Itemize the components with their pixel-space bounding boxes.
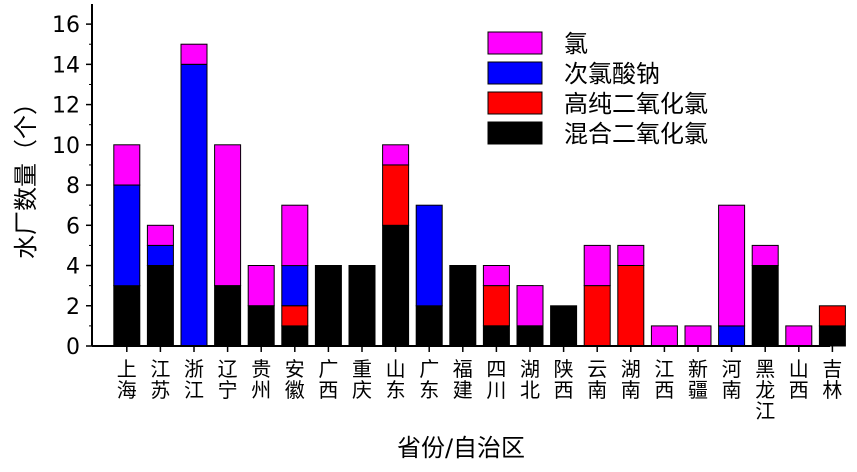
x-tick-label-12: 湖北 [520,357,540,402]
bar-segment-2-series-2 [180,63,208,347]
x-tick-label-18: 河南 [722,357,742,402]
legend-swatch-2 [487,91,543,115]
bar-segment-11-series-0 [482,325,510,347]
x-tick-label-9: 广东 [419,357,439,402]
bar-segment-0-series-2 [113,184,141,287]
bar-segment-5-series-2 [281,265,309,307]
bar-segment-10-series-0 [449,265,477,347]
bar-segment-3-series-0 [214,285,242,347]
bar-segment-15-series-3 [617,244,645,266]
bar-segment-9-series-0 [415,305,443,347]
bar-segment-15-series-1 [617,265,645,347]
bar-segment-7-series-0 [348,265,376,347]
y-tick-label: 14 [52,53,80,78]
legend-label-2: 高纯二氧化氯 [564,90,708,118]
bar-segment-18-series-3 [718,204,746,327]
x-tick-label-21: 吉林 [822,357,842,402]
bar-segment-5-series-0 [281,325,309,347]
legend-swatch-1 [487,61,543,85]
bar-segment-5-series-3 [281,204,309,267]
bar-segment-14-series-3 [583,244,611,287]
bar-segment-12-series-3 [516,285,544,327]
x-tick-label-2: 浙江 [184,357,204,402]
x-tick-label-0: 上海 [117,357,137,402]
x-tick-labels: 上海江苏浙江辽宁贵州安徽广西重庆山东广东福建四川湖北陕西云南湖南江西新疆河南黑龙… [117,357,843,423]
axes-layer [86,4,834,352]
y-tick-labels: 0 2 4 6 8 10 12 14 16 [52,13,80,360]
x-tick-label-6: 广西 [318,357,338,402]
bar-segment-12-series-0 [516,325,544,347]
bar-segment-0-series-3 [113,144,141,186]
x-tick-label-13: 陕西 [554,357,574,402]
x-tick-label-20: 山西 [789,357,809,402]
bar-segment-4-series-3 [247,265,275,307]
x-tick-label-10: 福建 [453,357,473,402]
bar-segment-0-series-0 [113,285,141,347]
bar-segment-21-series-1 [818,305,846,327]
bars-layer [113,43,846,347]
y-tick-label: 0 [66,335,80,360]
bar-segment-11-series-3 [482,265,510,287]
y-tick-label: 10 [52,134,80,159]
x-tick-label-8: 山东 [386,357,406,402]
bar-segment-2-series-3 [180,43,208,65]
bar-segment-4-series-0 [247,305,275,347]
x-tick-label-4: 贵州 [251,357,271,402]
y-axis-label: 水厂数量（个） [12,91,40,259]
x-tick-label-19: 黑龙江 [755,357,775,423]
bar-segment-20-series-3 [785,325,813,347]
bar-segment-8-series-0 [382,224,410,347]
x-tick-label-3: 辽宁 [218,357,238,402]
x-tick-label-7: 重庆 [352,357,372,402]
legend-swatch-0 [487,31,543,55]
bar-segment-11-series-1 [482,285,510,327]
y-tick-label: 12 [52,94,80,119]
bar-segment-16-series-3 [650,325,678,347]
bar-segment-5-series-1 [281,305,309,327]
y-tick-label: 8 [66,174,80,199]
y-tick-label: 6 [66,214,80,239]
x-tick-label-5: 安徽 [285,357,305,402]
bar-segment-1-series-3 [146,224,174,246]
bar-segment-21-series-0 [818,325,846,347]
bar-segment-14-series-1 [583,285,611,347]
x-tick-label-11: 四川 [486,357,506,402]
bar-segment-6-series-0 [314,265,342,347]
legend-swatch-3 [487,121,543,145]
x-tick-label-16: 江西 [654,357,674,402]
legend-label-3: 混合二氧化氯 [564,120,708,148]
bar-segment-19-series-0 [751,265,779,347]
bar-segment-1-series-2 [146,244,174,266]
x-tick-label-15: 湖南 [621,357,641,402]
y-tick-label: 2 [66,295,80,320]
bar-segment-1-series-0 [146,265,174,347]
bar-segment-8-series-1 [382,164,410,226]
bar-segment-17-series-3 [684,325,712,347]
legend-label-1: 次氯酸钠 [564,60,660,88]
bar-segment-8-series-3 [382,144,410,166]
bar-segment-19-series-3 [751,244,779,266]
bar-segment-18-series-2 [718,325,746,347]
bar-segment-9-series-2 [415,204,443,307]
x-tick-label-1: 江苏 [150,357,170,402]
bar-segment-13-series-0 [550,305,578,347]
x-tick-label-14: 云南 [587,357,607,402]
x-axis-label: 省份/自治区 [397,434,525,462]
y-tick-label: 16 [52,13,80,38]
x-tick-label-17: 新疆 [688,357,708,402]
y-tick-label: 4 [66,255,80,280]
bar-segment-3-series-3 [214,144,242,287]
legend-label-0: 氯 [564,30,588,58]
